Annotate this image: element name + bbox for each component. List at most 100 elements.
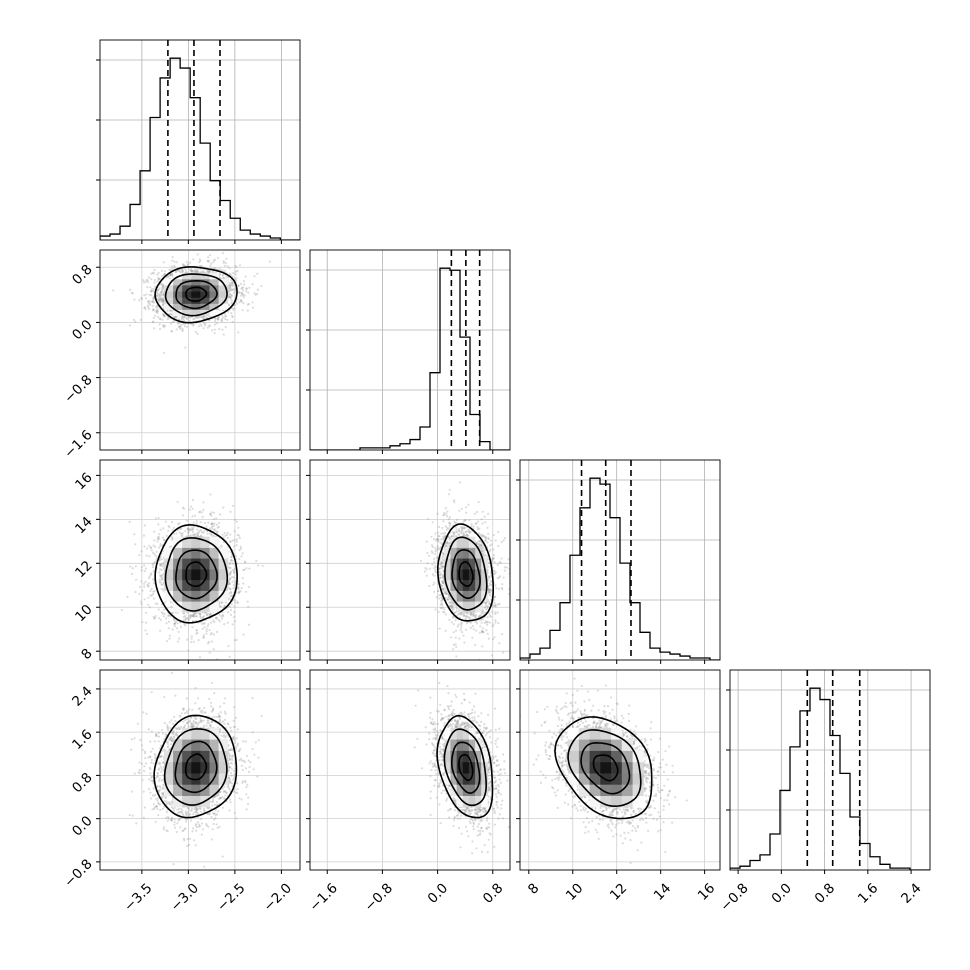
- scatter-point: [244, 275, 247, 278]
- scatter-point: [204, 322, 207, 325]
- scatter-point: [158, 293, 162, 296]
- scatter-point: [162, 527, 165, 530]
- scatter-point: [152, 582, 155, 585]
- scatter-point: [175, 328, 178, 331]
- scatter-point: [438, 535, 441, 538]
- scatter-point: [237, 583, 240, 586]
- scatter-point: [501, 633, 504, 636]
- scatter-point: [490, 543, 493, 546]
- panel-frame: [99, 39, 301, 241]
- scatter-point: [160, 291, 163, 294]
- scatter-point: [501, 583, 504, 586]
- scatter-point: [227, 303, 231, 307]
- scatter-point: [210, 640, 213, 643]
- scatter-point: [442, 575, 445, 578]
- density-block: [164, 303, 174, 310]
- scatter-point: [210, 511, 213, 514]
- scatter-point: [152, 597, 155, 600]
- scatter-point: [456, 614, 459, 617]
- scatter-point: [182, 270, 185, 273]
- scatter-point: [435, 596, 438, 599]
- scatter-point: [224, 534, 227, 537]
- scatter-point: [208, 324, 211, 327]
- scatter-point: [230, 613, 233, 617]
- scatter-point: [419, 559, 422, 563]
- scatter-point: [207, 259, 210, 262]
- scatter-point: [445, 592, 448, 595]
- scatter-point: [442, 582, 445, 585]
- scatter-point: [223, 312, 226, 315]
- density-block: [191, 547, 201, 559]
- scatter-point: [451, 605, 454, 608]
- scatter-point: [161, 297, 164, 300]
- scatter-point: [166, 318, 169, 321]
- scatter-point: [198, 511, 201, 514]
- scatter-point: [238, 591, 241, 594]
- scatter-point: [154, 310, 157, 313]
- scatter-point: [481, 522, 484, 525]
- scatter-point: [199, 614, 202, 618]
- scatter-point: [170, 272, 173, 275]
- scatter-point: [230, 570, 233, 573]
- scatter-point: [120, 608, 123, 612]
- scatter-point: [156, 310, 159, 313]
- scatter-point: [181, 263, 184, 266]
- scatter-point: [478, 631, 482, 635]
- scatter-point: [483, 606, 486, 609]
- scatter-point: [234, 278, 237, 281]
- scatter-point: [423, 570, 426, 573]
- scatter-point: [484, 539, 487, 542]
- scatter-point: [181, 269, 184, 272]
- scatter-point: [463, 641, 466, 644]
- scatter-point: [439, 567, 442, 570]
- scatter-point: [167, 529, 170, 532]
- scatter-point: [440, 596, 443, 599]
- scatter-point: [152, 615, 155, 619]
- scatter-point: [184, 615, 187, 618]
- scatter-point: [159, 568, 162, 571]
- scatter-point: [196, 270, 199, 274]
- scatter-point: [203, 521, 206, 525]
- scatter-point: [161, 285, 164, 288]
- scatter-point: [233, 569, 236, 572]
- scatter-point: [462, 634, 465, 637]
- scatter-point: [209, 613, 212, 616]
- scatter-point: [434, 570, 437, 573]
- scatter-point: [439, 541, 442, 544]
- scatter-point: [221, 273, 224, 276]
- scatter-point: [437, 540, 440, 543]
- scatter-point: [441, 606, 444, 609]
- scatter-point: [143, 306, 146, 309]
- scatter-point: [158, 571, 161, 574]
- scatter-point: [492, 623, 495, 626]
- scatter-point: [193, 615, 196, 618]
- scatter-point: [480, 544, 483, 547]
- scatter-point: [223, 277, 226, 280]
- scatter-point: [171, 628, 174, 631]
- scatter-point: [170, 265, 173, 268]
- scatter-point: [193, 269, 197, 273]
- scatter-point: [192, 526, 195, 529]
- scatter-point: [150, 594, 153, 597]
- scatter-point: [496, 577, 499, 580]
- scatter-point: [245, 287, 248, 290]
- scatter-point: [434, 608, 437, 611]
- scatter-point: [460, 626, 463, 629]
- scatter-point: [486, 607, 489, 610]
- scatter-point: [221, 269, 224, 272]
- scatter-point: [196, 533, 199, 536]
- scatter-point: [157, 516, 160, 520]
- scatter-point: [241, 286, 244, 289]
- scatter-point: [447, 598, 450, 601]
- scatter-point: [231, 307, 234, 310]
- scatter-point: [228, 563, 232, 566]
- scatter-point: [191, 614, 194, 617]
- scatter-point: [461, 631, 464, 634]
- scatter-point: [430, 544, 433, 547]
- scatter-point: [149, 290, 153, 293]
- scatter-point: [189, 316, 192, 319]
- scatter-point: [173, 264, 176, 267]
- scatter-point: [496, 611, 499, 614]
- scatter-point: [437, 548, 440, 551]
- scatter-point: [197, 325, 200, 328]
